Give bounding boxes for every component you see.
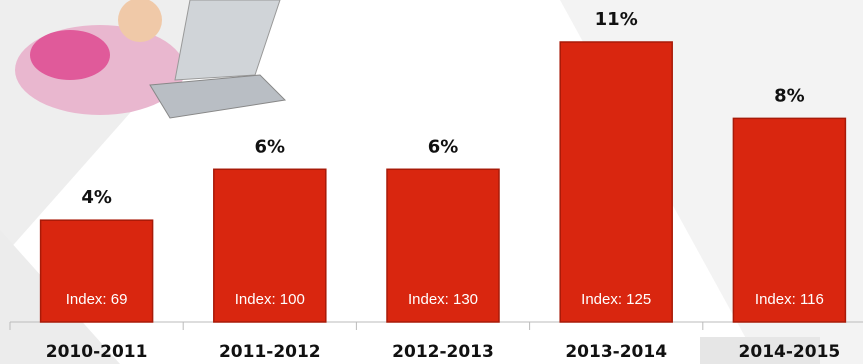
value-label: 4% (81, 187, 112, 208)
index-label: Index: 130 (408, 291, 478, 308)
bar (39, 219, 154, 323)
value-label: 8% (774, 85, 805, 106)
value-label: 6% (428, 136, 459, 157)
x-tick-label: 2013-2014 (565, 342, 667, 362)
x-tick-label: 2014-2015 (739, 342, 841, 362)
bar (213, 168, 327, 323)
bar (559, 41, 673, 323)
x-tick-label: 2010-2011 (46, 342, 148, 362)
illustration (15, 0, 287, 119)
bar (732, 117, 847, 323)
x-tick-label: 2012-2013 (392, 342, 494, 362)
index-label: Index: 100 (235, 291, 305, 308)
index-label: Index: 125 (581, 291, 651, 308)
bar (386, 168, 500, 323)
index-label: Index: 69 (66, 291, 128, 308)
value-label: 6% (255, 136, 286, 157)
label-highlight (700, 337, 820, 364)
value-label: 11% (595, 9, 638, 30)
x-tick-label: 2011-2012 (219, 342, 321, 362)
index-label: Index: 116 (755, 291, 824, 308)
